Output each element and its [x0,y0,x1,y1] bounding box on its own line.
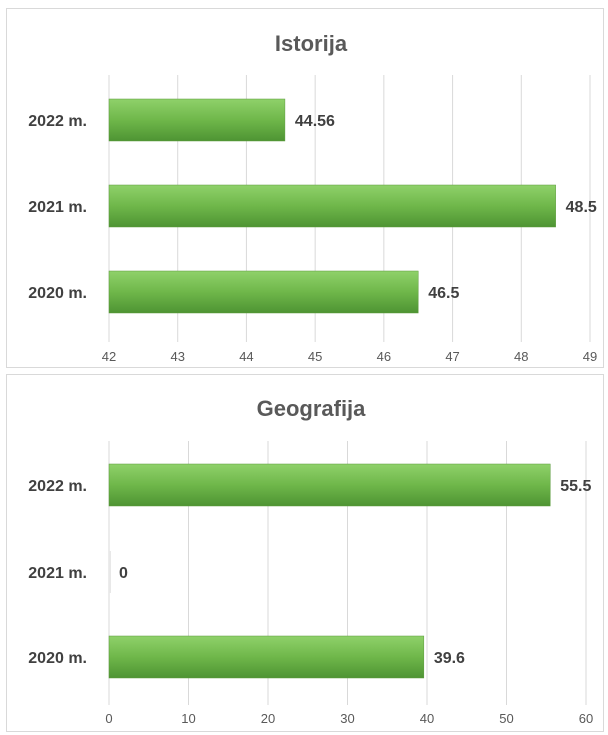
chart-istorija: Istorija 42 43 44 45 46 47 48 49 2022 m. 44.56 202… [6,8,604,368]
category-label: 2021 m. [28,199,87,216]
x-tick-label: 30 [340,711,354,726]
data-label: 0 [119,565,128,582]
x-tick-label: 46 [377,349,391,364]
x-tick-label: 40 [420,711,434,726]
chart-title: Geografija [257,396,367,421]
bar [109,551,111,593]
data-label: 48.5 [566,199,597,216]
data-label: 44.56 [295,113,335,130]
x-tick-label: 42 [102,349,116,364]
chart-geografija-svg: Geografija 0 10 20 30 40 50 60 2022 m. 55.5 2021 … [28,396,593,726]
category-label: 2021 m. [28,565,87,582]
chart-geografija: Geografija 0 10 20 30 40 50 60 2022 m. 55.5 2021 … [6,374,604,732]
category-label: 2022 m. [28,478,87,495]
category-label: 2020 m. [28,650,87,667]
x-tick-label: 47 [445,349,459,364]
bar [108,635,425,679]
data-label: 46.5 [428,285,459,302]
chart-title: Istorija [275,31,348,56]
bar [108,270,419,314]
x-tick-label: 10 [181,711,195,726]
category-label: 2020 m. [28,285,87,302]
bar [108,98,286,142]
x-tick-label: 0 [105,711,112,726]
chart-istorija-svg: Istorija 42 43 44 45 46 47 48 49 2022 m. 44.56 202… [28,31,597,364]
category-label: 2022 m. [28,113,87,130]
x-tick-label: 48 [514,349,528,364]
x-tick-label: 43 [170,349,184,364]
data-label: 39.6 [434,650,465,667]
x-tick-label: 44 [239,349,253,364]
x-tick-label: 45 [308,349,322,364]
x-tick-label: 60 [579,711,593,726]
bar [108,463,551,507]
bar [108,184,556,228]
x-tick-label: 20 [261,711,275,726]
x-tick-label: 49 [583,349,597,364]
data-label: 55.5 [560,478,591,495]
x-tick-label: 50 [499,711,513,726]
